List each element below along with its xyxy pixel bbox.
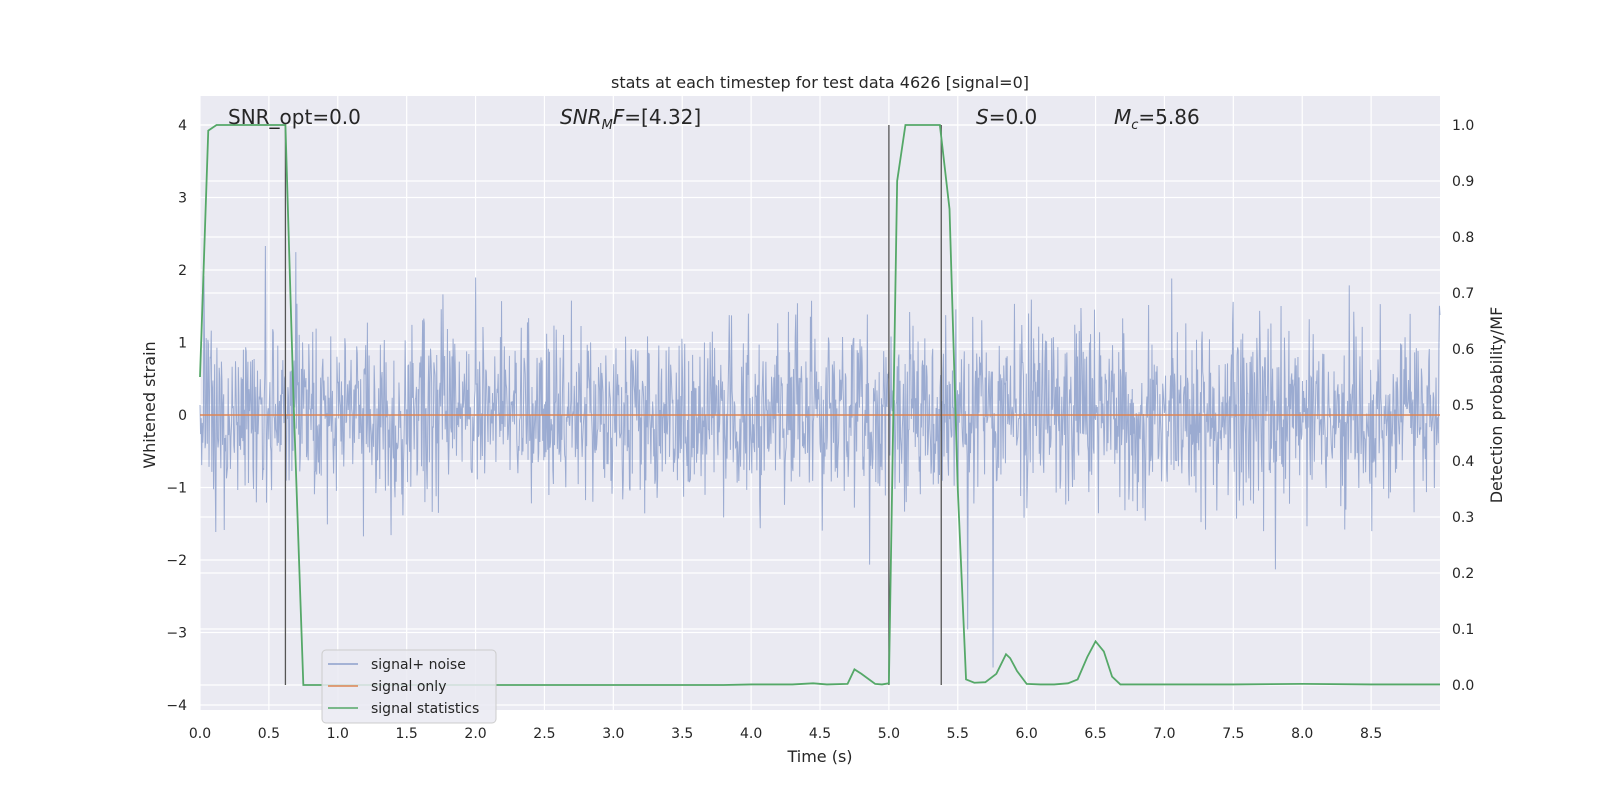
x-tick-label: 3.5 xyxy=(671,726,693,742)
y-left-tick-label: 2 xyxy=(178,263,187,279)
y-right-tick-label: 0.6 xyxy=(1452,342,1474,358)
y-right-tick-label: 0.8 xyxy=(1452,230,1474,246)
y-left-tick-label: 4 xyxy=(178,118,187,134)
legend-label-signal-statistics: signal statistics xyxy=(371,701,479,717)
y-right-tick-label: 1.0 xyxy=(1452,118,1474,134)
y-right-tick-label: 0.0 xyxy=(1452,678,1474,694)
x-tick-label: 2.0 xyxy=(464,726,486,742)
vertical-markers xyxy=(284,125,942,685)
x-tick-label: 6.0 xyxy=(1016,726,1038,742)
series-signal-noise xyxy=(199,245,1441,668)
x-tick-label: 5.5 xyxy=(947,726,969,742)
annotation-s: S=0.0 xyxy=(976,105,1037,129)
x-tick-label: 8.5 xyxy=(1360,726,1382,742)
x-tick-label: 1.5 xyxy=(396,726,418,742)
x-tick-label: 4.0 xyxy=(740,726,762,742)
x-axis-ticks: 0.0 0.5 1.0 1.5 2.0 2.5 3.0 3.5 4.0 4.5 5.0 5.5 6.0 6… xyxy=(189,726,1382,742)
x-tick-label: 1.0 xyxy=(327,726,349,742)
x-tick-label: 8.0 xyxy=(1291,726,1313,742)
x-tick-label: 7.5 xyxy=(1222,726,1244,742)
x-tick-label: 4.5 xyxy=(809,726,831,742)
right-axis-ticks: 1.0 0.9 0.8 0.7 0.6 0.5 0.4 0.3 0.2 0.1 0.0 xyxy=(1452,118,1474,694)
left-axis-ticks: 4 3 2 1 0 −1 −2 −3 −4 xyxy=(166,118,187,714)
y-left-tick-label: −1 xyxy=(166,481,187,497)
y-left-tick-label: −4 xyxy=(166,698,187,714)
x-tick-label: 5.0 xyxy=(878,726,900,742)
x-tick-label: 7.0 xyxy=(1153,726,1175,742)
legend-label-signal-noise: signal+ noise xyxy=(371,657,466,673)
y-right-tick-label: 0.5 xyxy=(1452,398,1474,414)
x-tick-label: 3.0 xyxy=(602,726,624,742)
annotation-snr-opt: SNR_opt=0.0 xyxy=(228,105,361,129)
y-left-tick-label: 0 xyxy=(178,408,187,424)
x-axis-label: Time (s) xyxy=(786,747,852,766)
x-tick-label: 0.5 xyxy=(258,726,280,742)
annotation-snr-mf: SNRMF=[4.32] xyxy=(560,105,701,133)
y-right-tick-label: 0.3 xyxy=(1452,510,1474,526)
y-axis-left-label: Whitened strain xyxy=(140,341,159,468)
x-tick-label: 6.5 xyxy=(1084,726,1106,742)
y-left-tick-label: 3 xyxy=(178,191,187,207)
y-right-tick-label: 0.4 xyxy=(1452,454,1474,470)
legend: signal+ noise signal only signal statist… xyxy=(321,649,497,724)
y-left-tick-label: −3 xyxy=(166,626,187,642)
annotation-mc: Mc=5.86 xyxy=(1114,105,1200,133)
noise-line xyxy=(199,245,1441,668)
y-left-tick-label: 1 xyxy=(178,336,187,352)
y-left-tick-label: −2 xyxy=(166,553,187,569)
y-right-tick-label: 0.9 xyxy=(1452,174,1474,190)
y-axis-right-label: Detection probability/MF xyxy=(1487,307,1506,504)
y-right-tick-label: 0.2 xyxy=(1452,566,1474,582)
y-right-tick-label: 0.1 xyxy=(1452,622,1474,638)
y-right-tick-label: 0.7 xyxy=(1452,286,1474,302)
legend-box xyxy=(321,649,497,724)
x-tick-label: 2.5 xyxy=(533,726,555,742)
chart-title: stats at each timestep for test data 462… xyxy=(611,73,1029,92)
legend-label-signal-only: signal only xyxy=(371,679,446,695)
x-tick-label: 0.0 xyxy=(189,726,211,742)
